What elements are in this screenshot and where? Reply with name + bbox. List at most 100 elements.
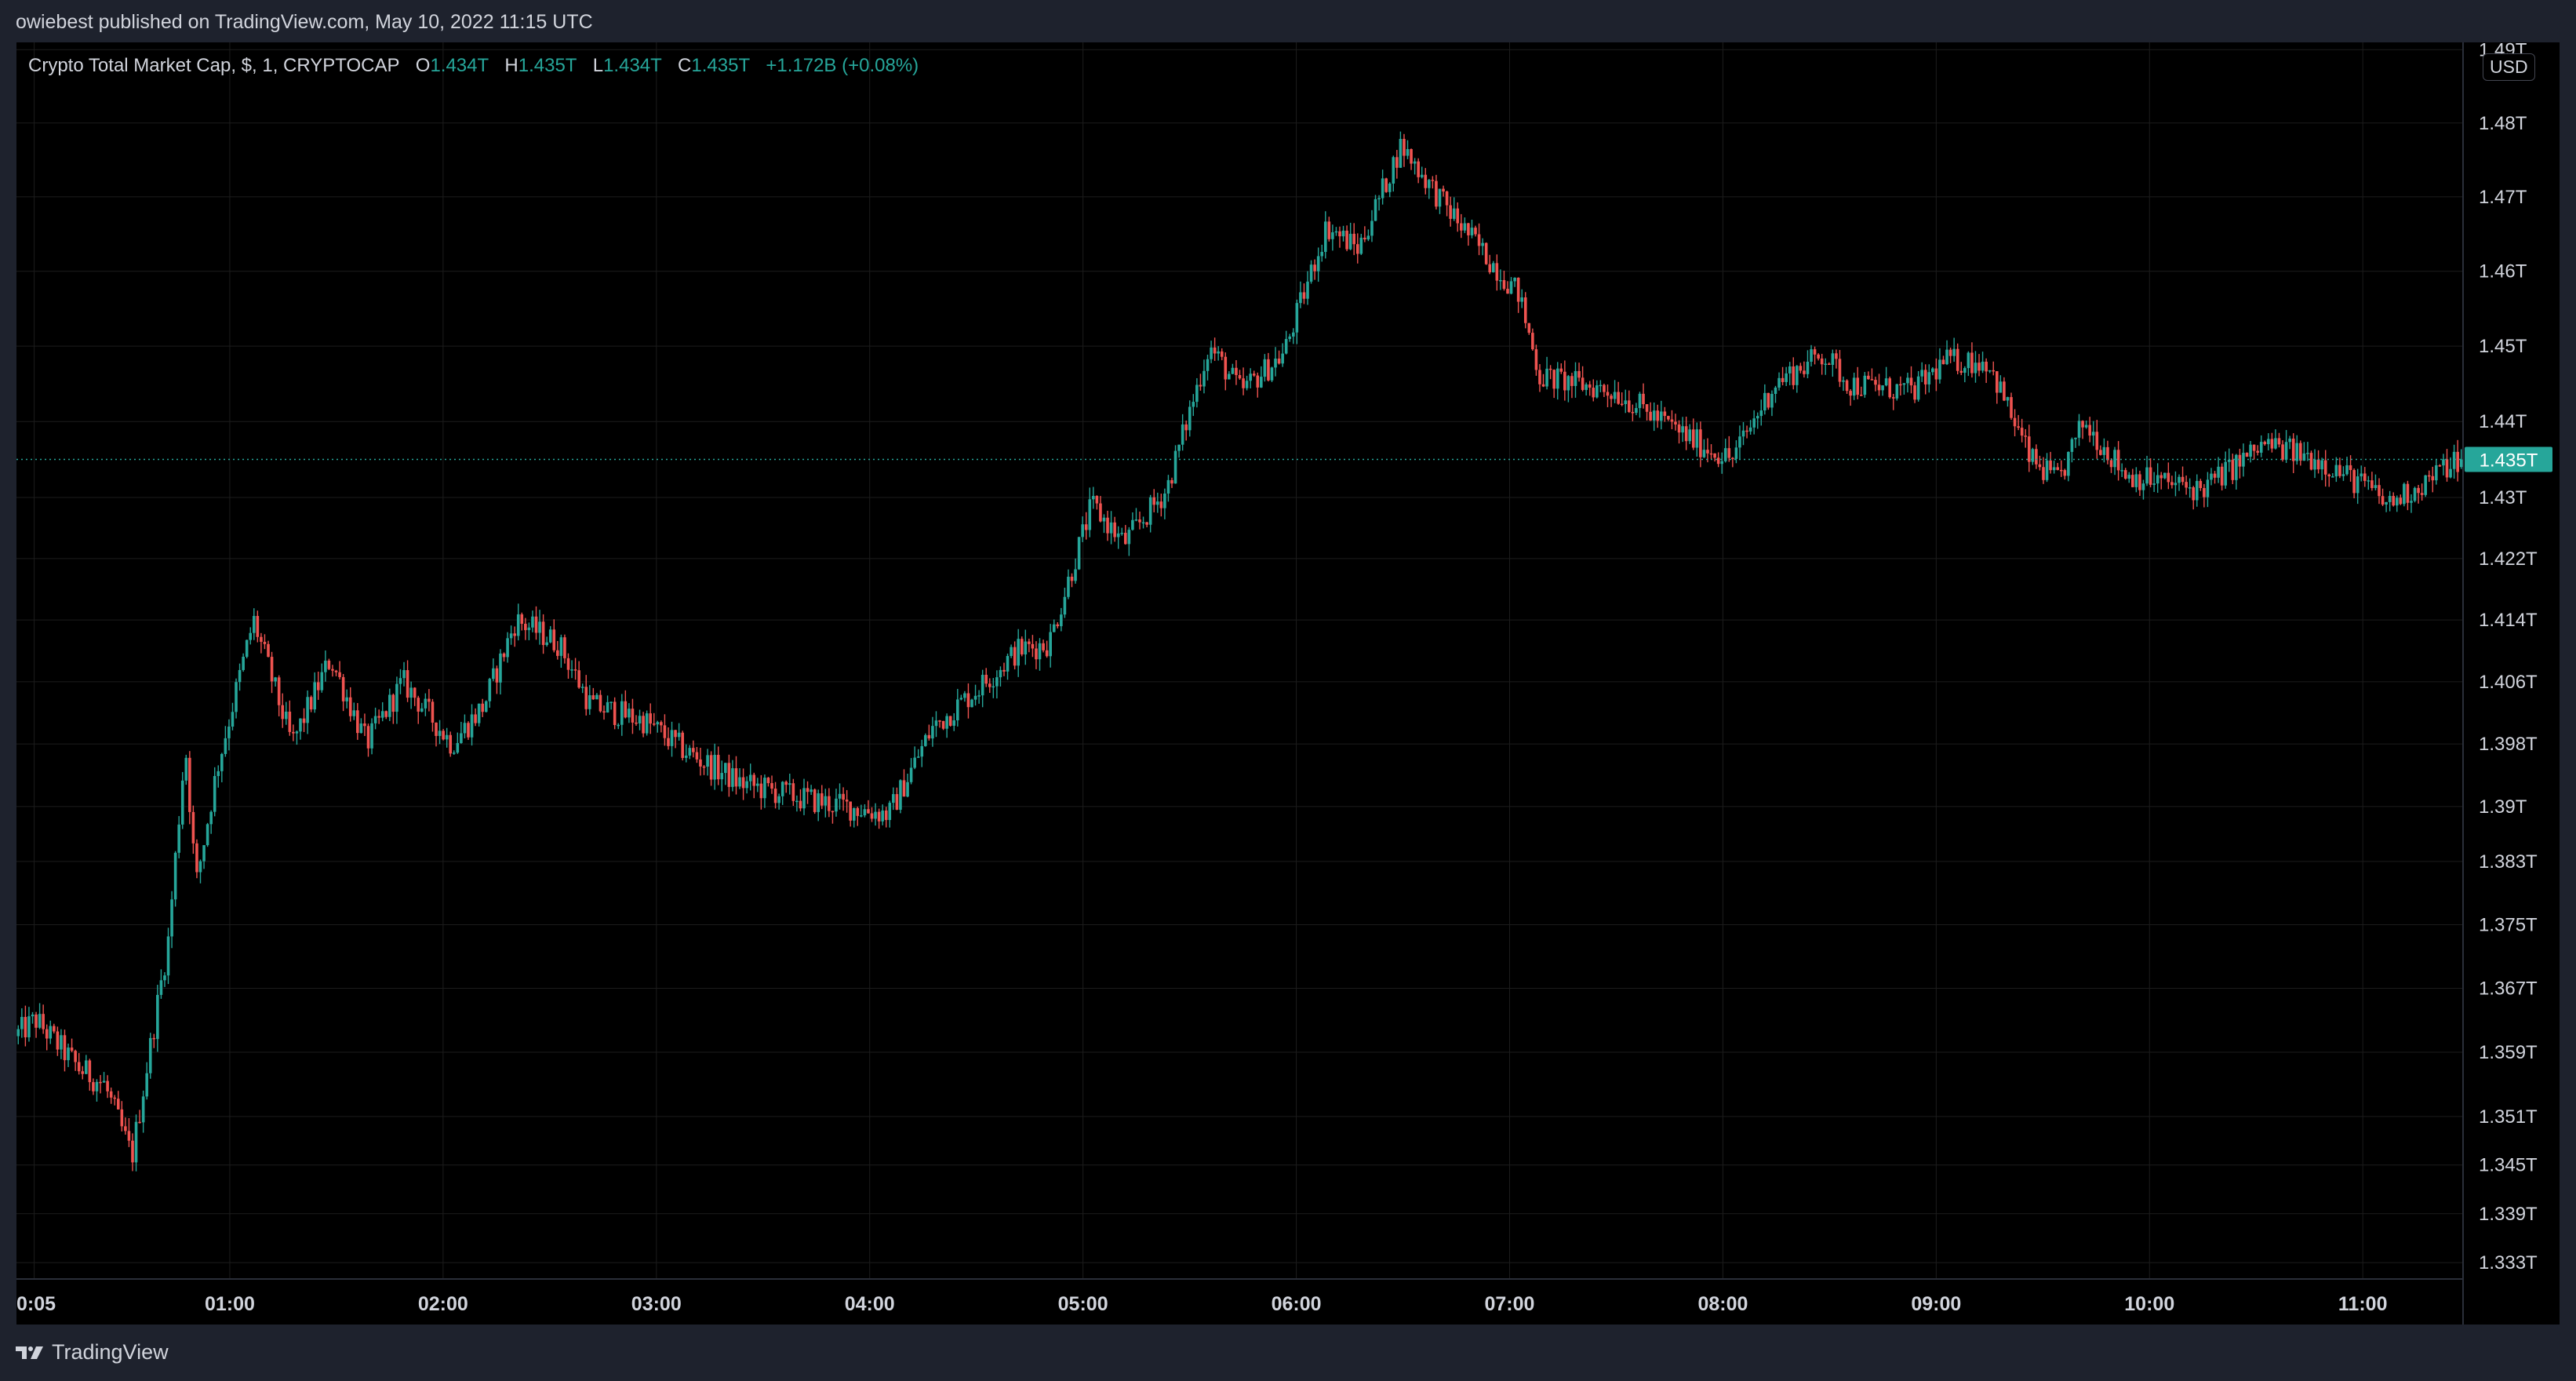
chart-panel[interactable]	[16, 42, 2560, 1325]
candle-body	[1181, 424, 1184, 445]
candle-body	[1824, 363, 1828, 366]
candle-body	[60, 1035, 63, 1050]
candle-body	[791, 783, 795, 801]
candle-body	[1238, 375, 1242, 379]
legend-change: +1.172B (+0.08%)	[766, 55, 919, 76]
candle-body	[1934, 368, 1938, 380]
candle-body	[631, 709, 635, 723]
candle-body	[406, 670, 409, 698]
candle-body	[828, 796, 831, 811]
candle-body	[356, 710, 359, 734]
candle-body	[2413, 487, 2417, 501]
candle-body	[1566, 376, 1570, 391]
candle-body	[141, 1096, 145, 1123]
candle-body	[1442, 188, 1445, 192]
candle-body	[2063, 470, 2067, 476]
candle-body	[1895, 384, 1899, 399]
candle-body	[1788, 366, 1792, 373]
candle-body	[1645, 404, 1649, 412]
candle-body	[438, 731, 442, 736]
candle-body	[813, 789, 817, 812]
candle-body	[1777, 377, 1781, 388]
candle-body	[2235, 454, 2238, 480]
candle-body	[177, 824, 180, 853]
candle-body	[2427, 475, 2431, 477]
candle-body	[1709, 453, 1713, 455]
candle-body	[1992, 370, 1996, 372]
candle-body	[20, 1017, 24, 1029]
candle-body	[148, 1037, 152, 1073]
footer-brand[interactable]: TradingView	[16, 1340, 169, 1365]
candle-body	[345, 697, 348, 701]
candle-body	[2424, 475, 2427, 495]
candle-body	[913, 757, 916, 768]
candle-body	[1445, 191, 1449, 206]
candle-body	[759, 783, 763, 799]
candle-body	[1288, 336, 1292, 340]
candle-body	[299, 718, 302, 732]
candle-body	[681, 732, 684, 758]
candle-body	[1677, 424, 1681, 433]
candle-body	[1663, 411, 1667, 417]
candle-body	[548, 629, 552, 643]
candle-body	[606, 701, 609, 713]
candle-body	[370, 723, 373, 749]
candle-body	[1670, 419, 1674, 422]
candle-body	[1484, 242, 1488, 264]
candle-body	[1581, 377, 1585, 390]
candle-body	[1499, 279, 1502, 282]
candle-body	[2224, 461, 2228, 486]
candle-body	[402, 670, 406, 679]
candle-body	[2131, 475, 2134, 487]
legend-high-label: H	[504, 55, 518, 76]
price-axis-label: 1.45T	[2479, 336, 2527, 357]
candle-body	[1249, 373, 1252, 381]
candle-body	[1438, 188, 1442, 207]
currency-button[interactable]: USD	[2483, 53, 2535, 81]
candle-body	[92, 1082, 95, 1091]
candle-body	[2245, 453, 2249, 457]
candle-body	[2295, 443, 2299, 461]
candle-body	[1395, 157, 1399, 168]
candle-body	[877, 811, 881, 822]
candle-body	[1384, 178, 1388, 192]
candle-body	[1417, 161, 1420, 177]
candle-body	[2003, 381, 2006, 401]
candle-body	[2102, 446, 2106, 455]
candle-body	[2220, 466, 2224, 486]
candle-body	[306, 697, 309, 723]
candle-body	[420, 708, 424, 712]
candle-body	[1513, 277, 1516, 282]
candle-body	[795, 800, 799, 803]
candle-body	[780, 782, 784, 796]
candle-body	[2106, 446, 2109, 461]
candle-body	[1684, 426, 1688, 442]
candle-body	[699, 759, 702, 767]
candle-body	[2367, 480, 2370, 482]
candle-body	[320, 672, 324, 690]
candle-body	[2252, 444, 2256, 451]
candle-body	[1099, 503, 1102, 522]
candle-body	[1070, 576, 1074, 581]
candle-body	[2167, 472, 2170, 483]
candle-body	[363, 723, 366, 727]
candle-body	[27, 1016, 31, 1037]
candle-body	[727, 763, 731, 787]
candle-body	[1366, 235, 1370, 240]
candle-body	[366, 726, 370, 749]
candle-body	[777, 796, 780, 803]
candle-body	[920, 745, 924, 757]
candle-body	[1431, 180, 1435, 181]
candle-body	[924, 734, 927, 746]
candle-body	[120, 1109, 124, 1127]
candle-body	[1799, 366, 1803, 371]
candle-body	[2345, 465, 2349, 475]
candle-body	[456, 742, 460, 753]
candle-body	[460, 733, 463, 743]
candle-body	[488, 679, 492, 701]
candle-body	[1277, 359, 1281, 364]
candle-body	[288, 711, 292, 732]
candle-body	[909, 767, 913, 782]
candle-body	[1552, 370, 1555, 389]
